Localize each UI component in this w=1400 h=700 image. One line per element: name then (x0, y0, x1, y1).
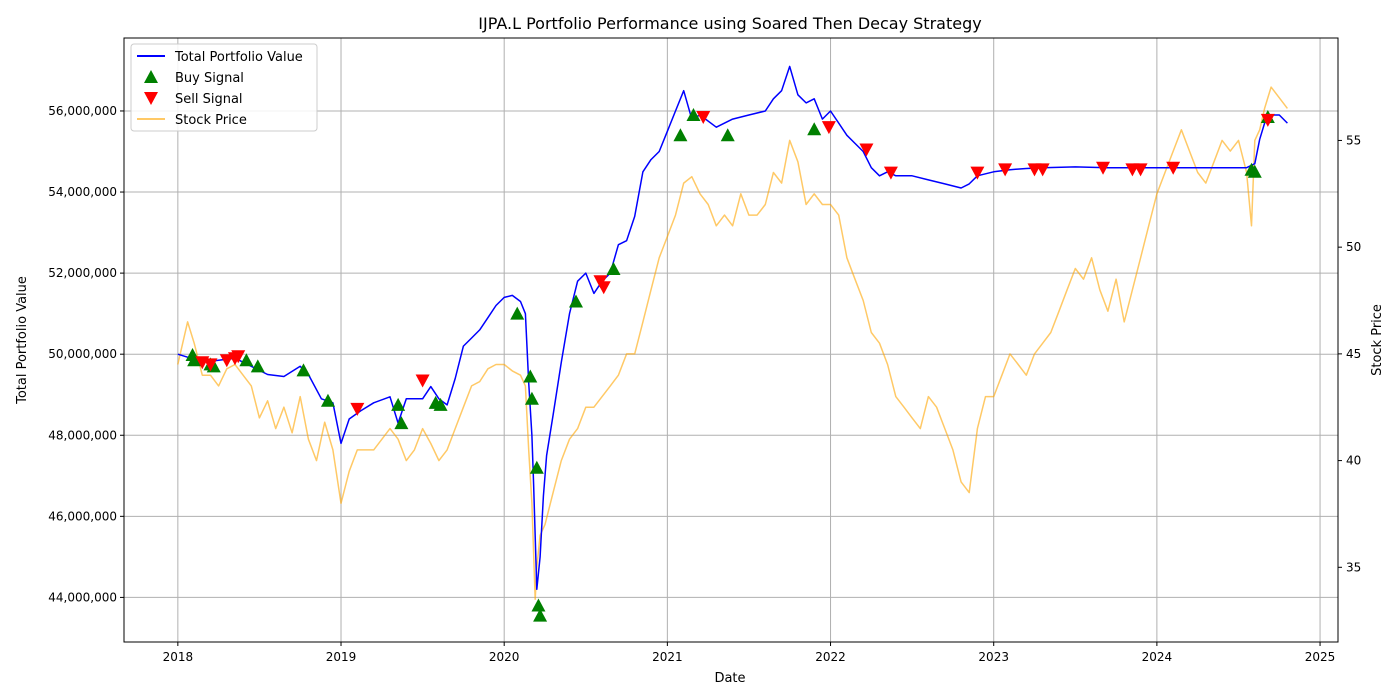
x-tick-label: 2021 (652, 650, 683, 664)
sell-signal-marker (1035, 163, 1050, 177)
sell-signal-marker (859, 143, 874, 157)
sell-signal-marker (219, 354, 234, 368)
legend-label-buy: Buy Signal (175, 71, 244, 86)
legend-label-sell: Sell Signal (175, 92, 243, 107)
y-left-tick-label: 52,000,000 (48, 266, 117, 280)
legend-buy-swatch (144, 70, 158, 83)
stock-price-line (177, 86, 1288, 601)
buy-signal-marker (433, 397, 448, 411)
sell-signal-marker (821, 121, 836, 135)
stock-price-series (177, 86, 1288, 601)
sell-signal-marker (596, 281, 611, 295)
sell-signal-marker (970, 166, 985, 180)
y-right-tick-label: 55 (1346, 133, 1361, 147)
x-tick-label: 2018 (163, 650, 194, 664)
buy-signal-marker (320, 393, 335, 407)
y-left-tick-label: 46,000,000 (48, 509, 117, 523)
sell-signal-marker (350, 402, 365, 416)
legend-label-portfolio: Total Portfolio Value (174, 50, 303, 65)
buy-signal-marker (1247, 164, 1262, 178)
portfolio-value-series (177, 65, 1288, 591)
buy-signal-marker (673, 128, 688, 142)
sell-signal-marker (1096, 161, 1111, 175)
sell-signal-marker (1166, 161, 1181, 175)
buy-signal-marker (250, 359, 265, 373)
y-left-tick-label: 50,000,000 (48, 347, 117, 361)
x-tick-label: 2024 (1142, 650, 1173, 664)
sell-signal-marker (231, 350, 246, 364)
legend-box (130, 43, 318, 132)
sell-signal-marker (415, 374, 430, 388)
buy-signal-marker (523, 369, 538, 383)
buy-signal-marker (533, 608, 548, 622)
axes: 2018 2019 2020 2021 2022 2023 2024 2025 44,000,0… (48, 37, 1361, 664)
buy-signal-marker (239, 353, 254, 367)
sell-signal-marker (883, 166, 898, 180)
y-right-axis-title: Stock Price (1370, 304, 1385, 376)
buy-signal-marker (807, 122, 822, 136)
y-left-tick-label: 56,000,000 (48, 104, 117, 118)
sell-signal-markers (195, 111, 1275, 416)
plot-frame (123, 37, 1339, 643)
y-left-tick-label: 44,000,000 (48, 590, 117, 604)
y-right-tick-label: 40 (1346, 454, 1361, 468)
x-tick-label: 2020 (489, 650, 520, 664)
y-right-tick-label: 35 (1346, 560, 1361, 574)
sell-signal-marker (696, 111, 711, 125)
x-axis-title: Date (714, 671, 745, 686)
buy-signal-marker (394, 416, 409, 430)
buy-signal-marker (391, 397, 406, 411)
buy-signal-marker (720, 128, 735, 142)
x-tick-label: 2023 (978, 650, 1009, 664)
buy-signal-marker (187, 353, 202, 367)
legend-label-stock: Stock Price (175, 113, 247, 128)
x-tick-label: 2025 (1305, 650, 1336, 664)
buy-signal-marker (568, 294, 583, 308)
x-tick-label: 2019 (326, 650, 357, 664)
buy-signal-marker (296, 363, 311, 377)
y-left-tick-label: 48,000,000 (48, 428, 117, 442)
buy-signal-marker (524, 391, 539, 405)
sell-signal-marker (203, 358, 218, 372)
sell-signal-marker (1260, 113, 1275, 127)
legend-sell-swatch (144, 92, 158, 105)
buy-signal-marker (510, 306, 525, 320)
buy-signal-marker (606, 262, 621, 276)
grid-lines (124, 38, 1338, 642)
y-right-tick-label: 50 (1346, 240, 1361, 254)
chart-title: IJPA.L Portfolio Performance using Soare… (478, 14, 981, 33)
buy-signal-marker (531, 598, 546, 612)
x-tick-label: 2022 (815, 650, 846, 664)
y-right-tick-label: 45 (1346, 347, 1361, 361)
portfolio-value-line (177, 65, 1288, 591)
sell-signal-marker (998, 163, 1013, 177)
buy-signal-marker (529, 460, 544, 474)
legend: Total Portfolio Value Buy Signal Sell Si… (130, 43, 318, 132)
y-left-tick-label: 54,000,000 (48, 185, 117, 199)
y-left-axis-title: Total Portfolio Value (15, 276, 30, 405)
sell-signal-marker (1133, 163, 1148, 177)
buy-signal-marker (686, 108, 701, 122)
buy-signal-markers (185, 108, 1275, 622)
